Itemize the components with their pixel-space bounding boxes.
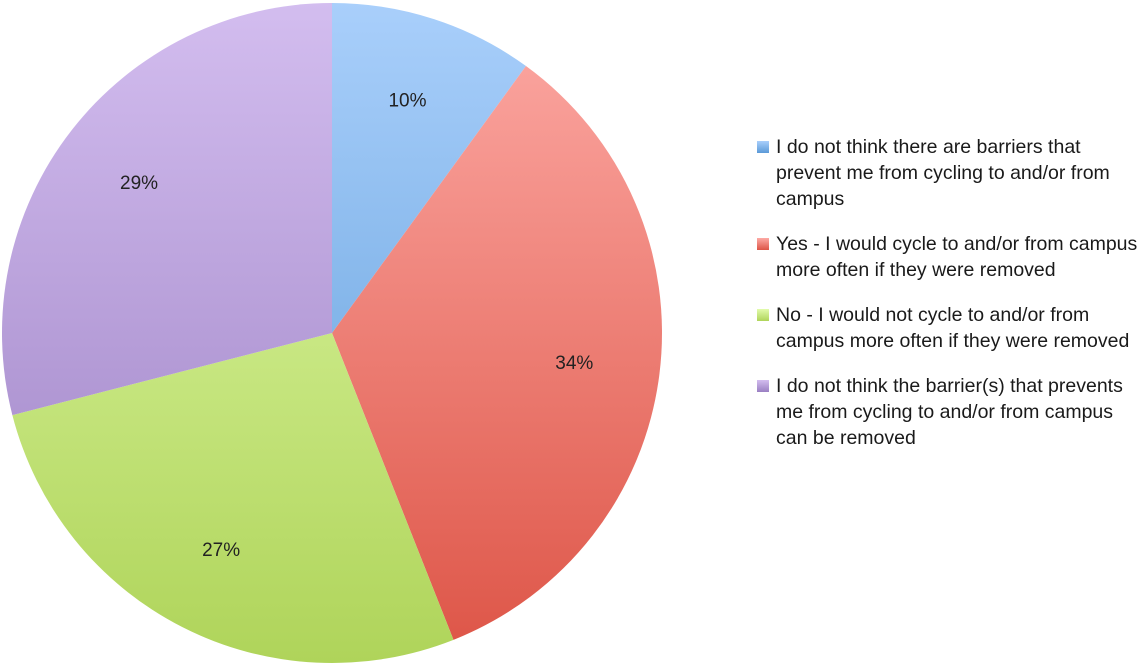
legend-swatch <box>757 309 769 321</box>
pie-data-labels: 10% 34% 27% 29% <box>120 90 593 561</box>
chart-legend: I do not think there are barriers that p… <box>756 134 1140 470</box>
pie-slices <box>1 3 663 663</box>
data-label-slice-1: 10% <box>388 90 426 111</box>
pie-slice-3 <box>12 333 454 663</box>
legend-label: I do not think the barrier(s) that preve… <box>776 375 1123 449</box>
data-label-slice-3: 27% <box>202 540 240 561</box>
legend-swatch <box>757 238 769 250</box>
legend-item-3: No - I would not cycle to and/or from ca… <box>756 302 1140 354</box>
pie-slice-2 <box>332 66 663 640</box>
legend-item-1: I do not think there are barriers that p… <box>756 134 1140 212</box>
pie-slice-1 <box>332 3 526 333</box>
data-label-slice-2: 34% <box>555 353 593 374</box>
legend-item-2: Yes - I would cycle to and/or from campu… <box>756 231 1140 283</box>
legend-label: No - I would not cycle to and/or from ca… <box>776 304 1130 352</box>
pie-slice-4 <box>1 3 332 416</box>
legend-label: I do not think there are barriers that p… <box>776 136 1110 210</box>
legend-label: Yes - I would cycle to and/or from campu… <box>776 233 1138 281</box>
legend-swatch <box>757 380 769 392</box>
legend-swatch <box>757 141 769 153</box>
legend-item-4: I do not think the barrier(s) that preve… <box>756 373 1140 451</box>
data-label-slice-4: 29% <box>120 173 158 194</box>
